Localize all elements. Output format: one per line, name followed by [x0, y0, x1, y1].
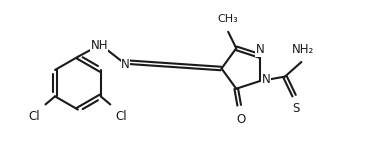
Text: O: O [236, 113, 245, 126]
Text: N: N [256, 43, 264, 56]
Text: Cl: Cl [115, 110, 127, 123]
Text: S: S [292, 102, 299, 115]
Text: CH₃: CH₃ [218, 14, 238, 24]
Text: NH: NH [90, 38, 108, 52]
Text: Cl: Cl [28, 110, 40, 123]
Text: N: N [121, 58, 130, 71]
Text: N: N [262, 73, 270, 86]
Text: NH₂: NH₂ [292, 43, 314, 56]
